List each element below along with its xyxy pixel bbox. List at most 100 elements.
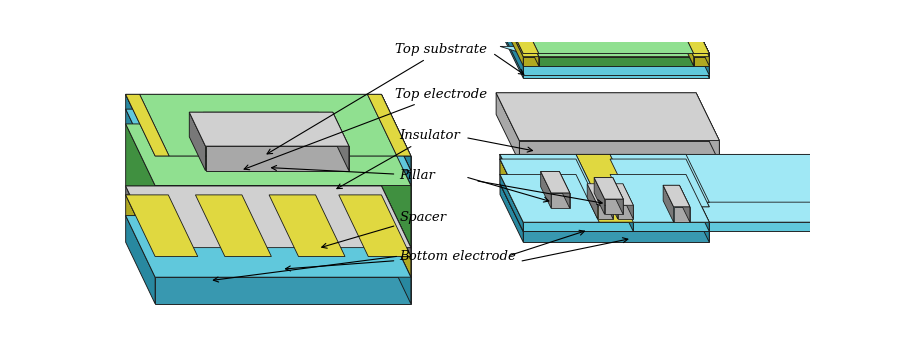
Polygon shape [500, 154, 523, 207]
Polygon shape [514, 6, 696, 54]
Polygon shape [126, 94, 169, 156]
Polygon shape [500, 9, 539, 57]
Polygon shape [500, 6, 523, 75]
Polygon shape [496, 93, 719, 141]
Polygon shape [605, 199, 623, 215]
Polygon shape [500, 154, 599, 202]
Polygon shape [610, 154, 709, 202]
Polygon shape [670, 9, 694, 66]
Polygon shape [610, 174, 709, 222]
Polygon shape [541, 172, 551, 208]
Polygon shape [126, 195, 411, 257]
Polygon shape [500, 174, 523, 231]
Polygon shape [576, 154, 634, 202]
Polygon shape [500, 154, 709, 202]
Polygon shape [523, 54, 709, 75]
Polygon shape [126, 186, 411, 247]
Polygon shape [523, 202, 900, 207]
Polygon shape [155, 277, 411, 304]
Polygon shape [670, 9, 709, 57]
Polygon shape [382, 124, 411, 247]
Polygon shape [541, 172, 570, 193]
Polygon shape [500, 6, 537, 54]
Polygon shape [500, 174, 900, 222]
Polygon shape [500, 6, 709, 54]
Polygon shape [500, 159, 523, 222]
Polygon shape [496, 93, 719, 141]
Polygon shape [155, 171, 411, 186]
Polygon shape [576, 154, 634, 202]
Polygon shape [338, 195, 411, 257]
Polygon shape [686, 159, 709, 222]
Polygon shape [523, 68, 709, 78]
Polygon shape [686, 6, 709, 68]
Polygon shape [126, 216, 411, 277]
Polygon shape [686, 174, 709, 231]
Polygon shape [599, 202, 634, 231]
Polygon shape [673, 207, 690, 222]
Polygon shape [126, 94, 411, 156]
Polygon shape [686, 154, 709, 231]
Polygon shape [382, 94, 411, 171]
Polygon shape [155, 186, 411, 247]
Polygon shape [500, 6, 539, 54]
Polygon shape [519, 141, 719, 162]
Polygon shape [634, 222, 709, 231]
Polygon shape [516, 9, 539, 66]
Polygon shape [500, 6, 523, 68]
Polygon shape [686, 20, 709, 78]
Polygon shape [500, 154, 900, 202]
Polygon shape [610, 154, 709, 202]
Polygon shape [694, 57, 709, 66]
Polygon shape [500, 154, 709, 202]
Polygon shape [155, 257, 411, 277]
Polygon shape [500, 20, 709, 68]
Polygon shape [382, 186, 411, 257]
Polygon shape [623, 184, 634, 219]
Polygon shape [126, 94, 411, 156]
Polygon shape [516, 9, 694, 57]
Polygon shape [500, 154, 709, 202]
Polygon shape [610, 154, 634, 231]
Polygon shape [382, 216, 411, 304]
Polygon shape [500, 159, 599, 207]
Polygon shape [500, 174, 599, 222]
Polygon shape [634, 202, 709, 207]
Polygon shape [587, 184, 613, 205]
Polygon shape [672, 6, 709, 54]
Polygon shape [500, 159, 709, 207]
Polygon shape [189, 112, 349, 146]
Polygon shape [670, 6, 709, 54]
Polygon shape [126, 186, 155, 257]
Polygon shape [195, 195, 272, 257]
Polygon shape [126, 195, 198, 257]
Polygon shape [382, 109, 411, 186]
Polygon shape [126, 124, 155, 247]
Polygon shape [686, 154, 709, 207]
Polygon shape [500, 159, 709, 207]
Polygon shape [598, 205, 613, 219]
Polygon shape [140, 94, 397, 156]
Polygon shape [126, 94, 155, 171]
Polygon shape [523, 54, 709, 68]
Polygon shape [551, 193, 570, 208]
Polygon shape [496, 93, 519, 162]
Text: Spacer: Spacer [321, 211, 446, 248]
Polygon shape [523, 202, 709, 231]
Polygon shape [617, 205, 634, 219]
Polygon shape [500, 184, 709, 231]
Text: Top electrode: Top electrode [244, 88, 488, 170]
Polygon shape [594, 177, 623, 199]
Polygon shape [500, 10, 709, 58]
Polygon shape [155, 247, 411, 257]
Polygon shape [500, 6, 709, 54]
Polygon shape [523, 57, 539, 66]
Polygon shape [126, 109, 155, 186]
Polygon shape [663, 185, 690, 207]
Polygon shape [367, 94, 411, 156]
Polygon shape [500, 154, 900, 202]
Polygon shape [500, 174, 709, 222]
Polygon shape [610, 174, 709, 222]
Polygon shape [333, 112, 349, 171]
Text: Insulator: Insulator [337, 130, 460, 189]
